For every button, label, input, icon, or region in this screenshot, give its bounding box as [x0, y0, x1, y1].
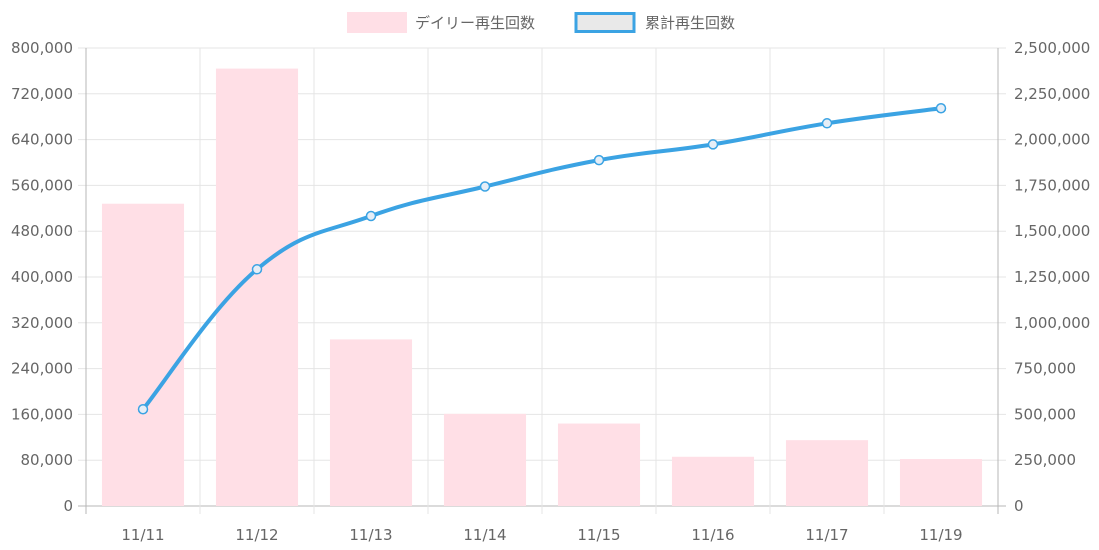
y-left-tick-label: 240,000 [11, 360, 73, 378]
x-tick-label: 11/16 [691, 526, 734, 544]
bar-daily-11-14 [443, 413, 527, 506]
axis-layer: 800,000 720,000 640,000 560,000 480,000 400,0… [11, 39, 1090, 544]
y-left-tick-label: 480,000 [11, 222, 73, 240]
x-tick-label: 11/12 [235, 526, 278, 544]
x-tick-label: 11/13 [349, 526, 392, 544]
bar-daily-11-15 [557, 423, 641, 506]
y-right-tick-label: 250,000 [1014, 451, 1076, 469]
y-right-tick-label: 2,500,000 [1014, 39, 1090, 57]
y-left-tick-label: 160,000 [11, 405, 73, 423]
bar-daily-11-16 [671, 456, 755, 506]
legend-swatch-daily [347, 12, 407, 33]
x-tick-label: 11/19 [919, 526, 962, 544]
y-right-tick-label: 1,000,000 [1014, 314, 1090, 332]
x-tick-label: 11/11 [121, 526, 164, 544]
legend-swatch-cumulative [574, 12, 636, 33]
cumulative-point-11-14 [479, 181, 491, 192]
bar-daily-11-19 [899, 459, 983, 506]
cumulative-point-11-15 [593, 154, 605, 166]
line-layer [137, 103, 947, 415]
y-right-tick-label: 2,250,000 [1014, 85, 1090, 103]
y-right-tick-label: 1,500,000 [1014, 222, 1090, 240]
y-right-tick-label: 500,000 [1014, 405, 1076, 423]
y-left-tick-label: 720,000 [11, 85, 73, 103]
cumulative-point-11-17 [821, 118, 833, 129]
cumulative-point-11-13 [365, 210, 377, 222]
y-left-tick-label: 800,000 [11, 39, 73, 57]
bar-layer [101, 68, 983, 507]
bar-daily-11-17 [785, 440, 869, 506]
y-right-tick-label: 1,750,000 [1014, 176, 1090, 194]
y-right-tick-label: 2,000,000 [1014, 131, 1090, 149]
y-left-tick-label: 400,000 [11, 268, 73, 286]
x-tick-label: 11/14 [463, 526, 506, 544]
y-left-tick-label: 640,000 [11, 131, 73, 149]
cumulative-point-11-19 [935, 103, 947, 114]
x-tick-label: 11/15 [577, 526, 620, 544]
bar-daily-11-11 [101, 203, 185, 506]
y-left-tick-label: 320,000 [11, 314, 73, 332]
legend-label-cumulative: 累計再生回数 [645, 14, 735, 32]
y-right-tick-label: 750,000 [1014, 360, 1076, 378]
bar-daily-11-13 [329, 339, 413, 506]
y-right-tick-label: 1,250,000 [1014, 268, 1090, 286]
cumulative-point-11-12 [251, 264, 263, 275]
legend: デイリー再生回数 累計再生回数 [347, 12, 735, 33]
y-left-tick-label: 80,000 [21, 451, 74, 469]
cumulative-point-11-16 [707, 139, 719, 150]
cumulative-point-11-11 [137, 404, 149, 415]
bar-daily-11-12 [215, 68, 299, 507]
x-tick-label: 11/17 [805, 526, 848, 544]
y-right-tick-label: 0 [1014, 497, 1024, 515]
legend-label-daily: デイリー再生回数 [415, 14, 535, 32]
y-left-tick-label: 0 [63, 497, 73, 515]
y-left-tick-label: 560,000 [11, 176, 73, 194]
